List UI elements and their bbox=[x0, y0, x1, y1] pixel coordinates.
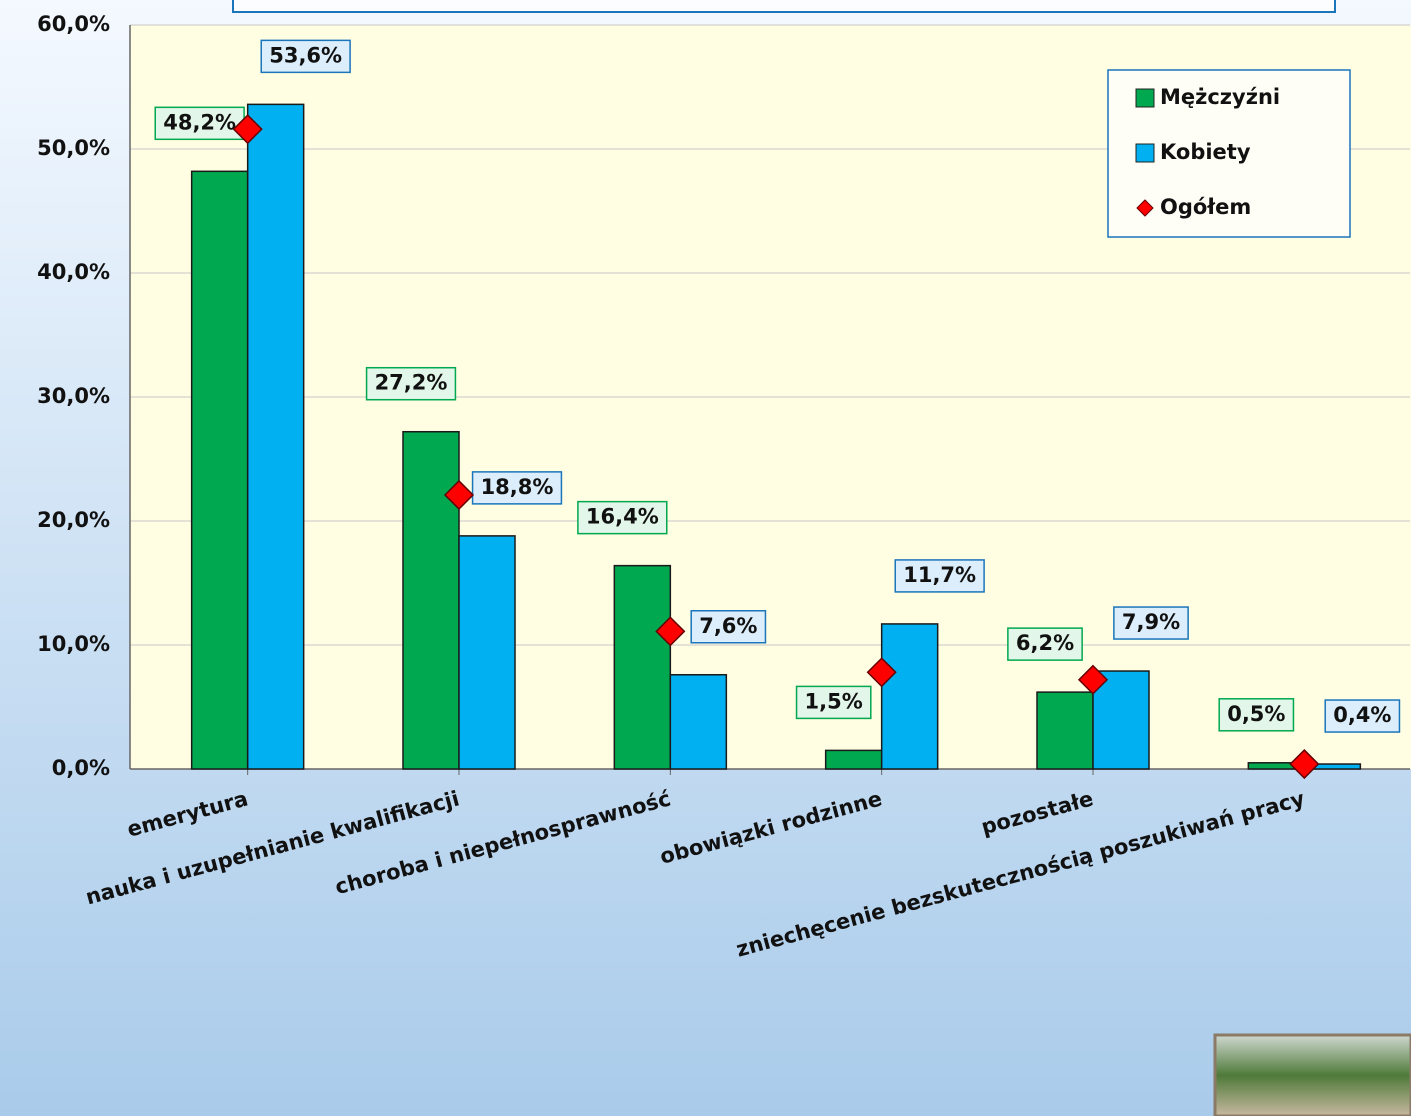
data-label-text: 16,4% bbox=[586, 505, 659, 529]
bar bbox=[824, 749, 883, 770]
data-label-box bbox=[1113, 606, 1189, 640]
bar bbox=[1036, 691, 1094, 770]
data-label-text: 7,6% bbox=[699, 614, 757, 638]
data-label-text: 18,8% bbox=[481, 475, 554, 499]
data-label-box bbox=[154, 106, 245, 141]
marker bbox=[1077, 664, 1109, 695]
data-label-text: 0,5% bbox=[1227, 702, 1285, 726]
legend-swatch bbox=[1136, 199, 1154, 217]
data-label-box bbox=[894, 559, 985, 593]
marker bbox=[866, 657, 897, 688]
y-tick-label: 40,0% bbox=[37, 260, 110, 284]
marker bbox=[232, 114, 263, 145]
data-label-box bbox=[1324, 699, 1401, 733]
data-label-box bbox=[260, 39, 351, 74]
legend-swatch bbox=[1135, 88, 1155, 108]
data-label: 0,5% bbox=[1218, 698, 1295, 732]
legend-label: Ogółem bbox=[1160, 195, 1251, 219]
bar bbox=[613, 564, 672, 770]
data-label: 7,9% bbox=[1113, 606, 1189, 640]
data-label: 16,4% bbox=[577, 500, 668, 535]
bar bbox=[1092, 670, 1150, 770]
data-label: 7,6% bbox=[690, 610, 767, 644]
bar bbox=[458, 535, 516, 770]
data-label: 48,2% bbox=[154, 106, 245, 141]
data-label-text: 1,5% bbox=[805, 689, 863, 713]
legend-label: Kobiety bbox=[1160, 140, 1251, 164]
bar bbox=[669, 674, 728, 770]
data-label-text: 11,7% bbox=[903, 563, 976, 587]
marker bbox=[1289, 748, 1320, 780]
data-label-box bbox=[690, 610, 767, 644]
data-label-box bbox=[365, 366, 457, 401]
legend-label: Mężczyźni bbox=[1160, 85, 1280, 109]
legend-swatch bbox=[1135, 143, 1155, 163]
marker bbox=[655, 616, 686, 647]
data-label: 53,6% bbox=[260, 39, 351, 74]
data-label: 11,7% bbox=[894, 559, 985, 593]
data-label-text: 6,2% bbox=[1016, 631, 1074, 655]
bar bbox=[880, 623, 939, 770]
title-box bbox=[232, 0, 1336, 13]
data-label-box bbox=[1007, 627, 1083, 661]
y-tick-label: 0,0% bbox=[52, 756, 110, 780]
data-label-text: 7,9% bbox=[1122, 610, 1180, 634]
data-label-text: 48,2% bbox=[163, 110, 236, 134]
bar bbox=[402, 430, 460, 770]
y-tick-label: 20,0% bbox=[37, 508, 110, 532]
logo bbox=[1213, 1033, 1411, 1116]
bar bbox=[190, 170, 249, 770]
data-label: 6,2% bbox=[1007, 627, 1083, 661]
data-label-box bbox=[577, 500, 668, 535]
data-label-text: 0,4% bbox=[1333, 703, 1391, 727]
y-tick-label: 60,0% bbox=[37, 12, 110, 36]
data-label-text: 27,2% bbox=[375, 371, 448, 395]
data-label-box bbox=[471, 471, 563, 505]
data-label: 0,4% bbox=[1324, 699, 1401, 733]
y-tick-label: 50,0% bbox=[37, 136, 110, 160]
data-label: 27,2% bbox=[365, 366, 457, 401]
data-label-text: 53,6% bbox=[269, 43, 342, 67]
y-tick-label: 10,0% bbox=[37, 632, 110, 656]
y-tick-label: 30,0% bbox=[37, 384, 110, 408]
data-label: 1,5% bbox=[795, 685, 872, 720]
data-label-box bbox=[795, 685, 872, 720]
marker bbox=[443, 479, 475, 511]
data-label-box bbox=[1218, 698, 1295, 732]
data-label: 18,8% bbox=[471, 471, 563, 505]
bar bbox=[246, 103, 305, 770]
